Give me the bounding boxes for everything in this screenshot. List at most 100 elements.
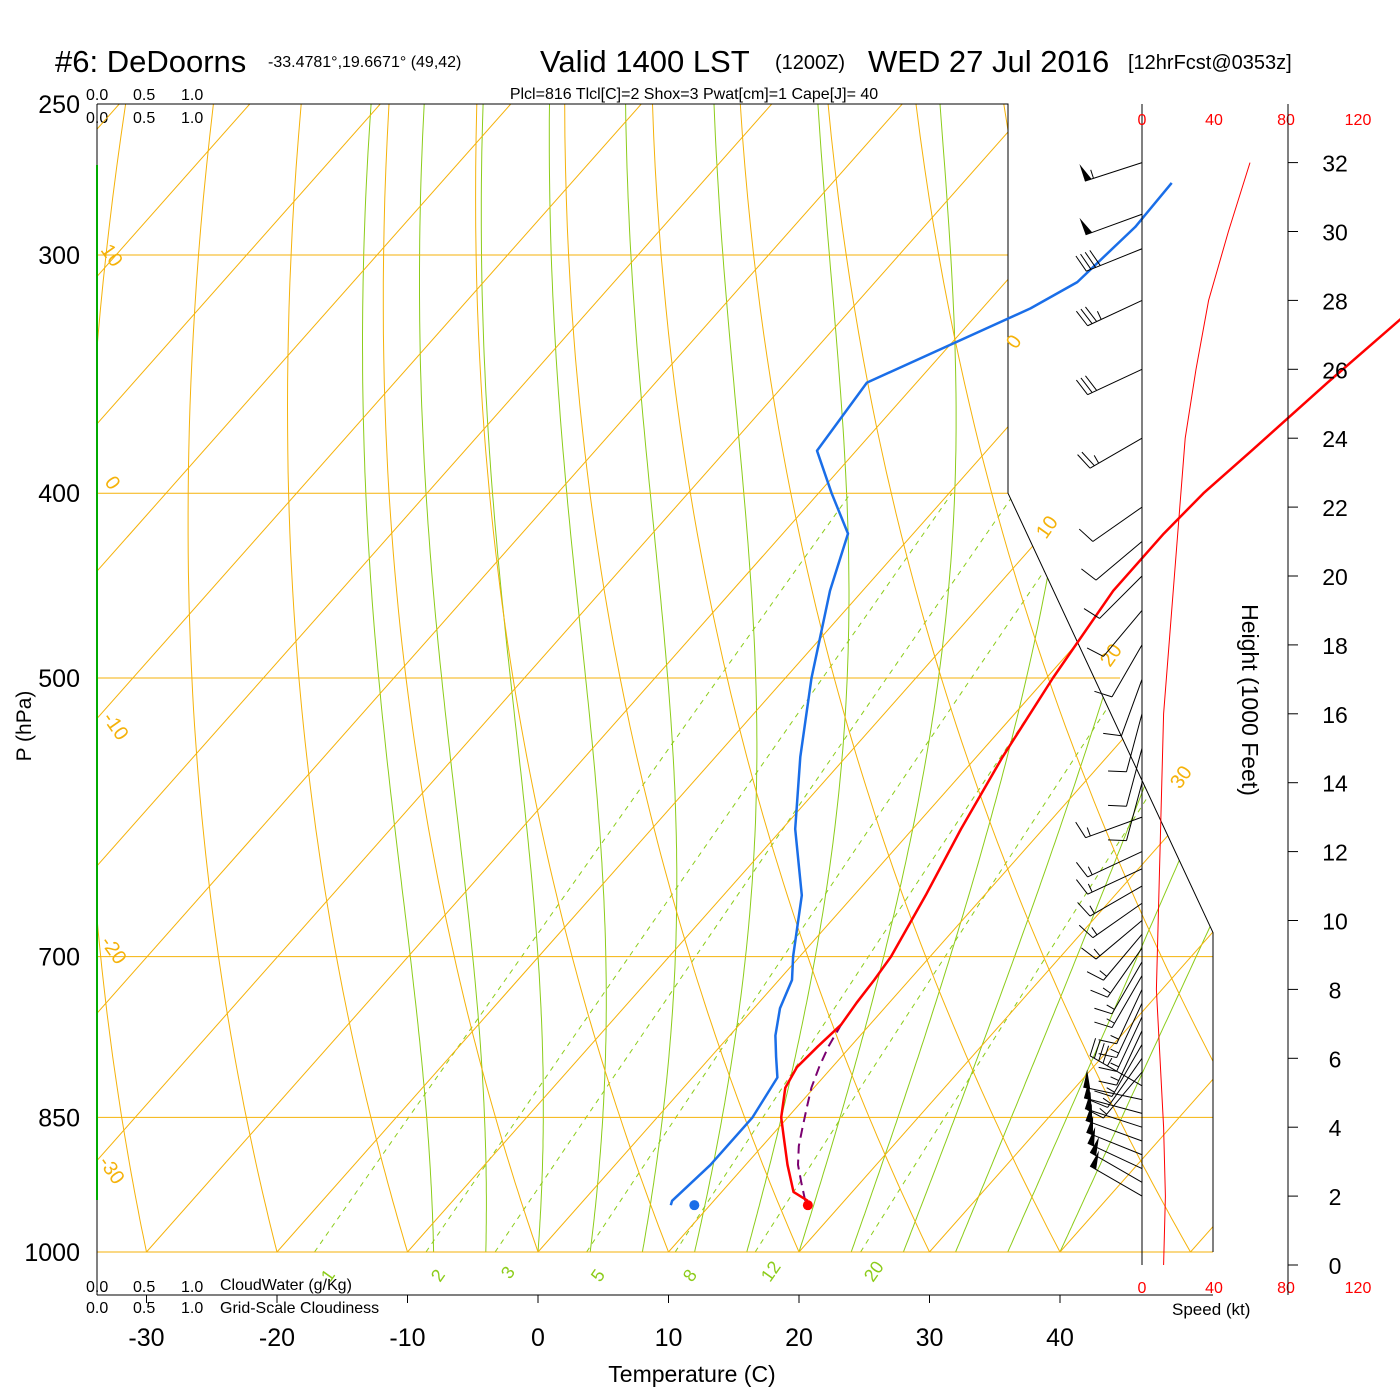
wind-barb-staff [1087, 368, 1143, 396]
cloud-scale-bottom: 0.0 0.5 1.0 CloudWater (g/Kg) 0.0 0.5 1.… [86, 1277, 379, 1317]
wind-barb [1108, 782, 1143, 842]
wind-barb [1103, 679, 1143, 737]
pressure-axis: 250 300 400 500 700 850 1000 [24, 91, 80, 1267]
wind-barb-feather [1085, 306, 1098, 322]
wind-barb [1077, 437, 1143, 469]
isotherm [97, 104, 312, 1252]
mixing-ratio-line [425, 492, 953, 1252]
isotherm [97, 104, 703, 1252]
cloudiness-scale-2: 1.0 [181, 110, 203, 127]
wind-barb-feather [1098, 1066, 1117, 1072]
stability-indices: Plcl=816 Tlcl[C]=2 Shox=3 Pwat[cm]=1 Cap… [510, 86, 878, 103]
plot-frame-right [97, 103, 1214, 1252]
pressure-tick-label: 700 [38, 944, 80, 972]
wind-barb-staff [1083, 1097, 1143, 1114]
wind-barb-staff [1116, 1030, 1143, 1086]
isotherm [407, 104, 1213, 1252]
cloudiness-scale-1: 0.5 [133, 110, 155, 127]
wind-barb-half-feather [1093, 455, 1100, 464]
wind-barb-half-feather [1102, 987, 1111, 994]
wind-barb [1094, 961, 1143, 1015]
wind-barb-staff [1085, 816, 1143, 839]
plot-frame [96, 103, 1214, 1296]
wind-barb-staff [1086, 1131, 1143, 1156]
wind-barb-staff [1116, 1002, 1143, 1058]
title-station: #6: DeDoorns [55, 44, 246, 79]
wind-barb [1086, 933, 1143, 981]
wind-barb-feather [1080, 308, 1093, 324]
wind-barb-feather [1083, 608, 1100, 619]
wind-barb [1098, 989, 1143, 1045]
cloudwater-scale-2: 1.0 [181, 87, 203, 104]
wind-barb [1108, 713, 1143, 773]
isotherm [1190, 104, 1213, 1252]
speed-tick-label-bottom: 120 [1345, 1280, 1372, 1297]
wind-barb-feather [1098, 1053, 1117, 1059]
wind-barb-half-feather [1102, 1097, 1111, 1104]
wind-barb-staff [1092, 902, 1143, 939]
dry-adiabat [1171, 104, 1213, 1252]
cloudwater-scale-bottom-2: 1.0 [181, 1279, 203, 1296]
dry-adiabat [998, 104, 1213, 1252]
wind-barb-feather [1086, 647, 1104, 657]
wind-barb-feather [1077, 902, 1091, 917]
isotherm [97, 104, 573, 1252]
wind-barb-feather [1103, 732, 1122, 737]
wind-barb-feather [1089, 250, 1101, 266]
wind-barb-staff [1107, 947, 1143, 998]
height-tick-label: 20 [1322, 564, 1348, 590]
wind-barb-pennant [1083, 1069, 1091, 1089]
wind-barb-feather [1075, 379, 1089, 395]
wind-barb-feather [1093, 1040, 1101, 1059]
title-forecast: [12hrFcst@0353z] [1128, 52, 1292, 74]
wind-barb-pennant [1079, 217, 1093, 235]
wind-barb-staff [1095, 920, 1143, 960]
wind-barb-feather [1078, 924, 1094, 939]
dry-adiabat-label: 0 [1002, 331, 1026, 353]
wind-barb [1079, 162, 1143, 182]
wind-barb-staff [1103, 610, 1143, 657]
wind-barb-feather [1081, 568, 1097, 581]
cloudiness-label: Grid-Scale Cloudiness [220, 1300, 379, 1317]
title-date: WED 27 Jul 2016 [868, 44, 1109, 79]
wind-barb-feather [1086, 971, 1104, 981]
wind-barb-staff [1111, 961, 1143, 1015]
temperature-tick-label: -30 [128, 1324, 164, 1352]
wind-barb-feather [1094, 690, 1113, 698]
wind-barb-feather [1084, 251, 1097, 268]
mixing-ratio-line [860, 492, 1213, 1252]
wind-barb-staff [1095, 541, 1143, 581]
wind-barb-staff [1103, 933, 1143, 981]
wind-barb-pennant [1090, 1150, 1099, 1170]
height-tick-label: 32 [1322, 151, 1348, 177]
height-tick-label: 22 [1322, 495, 1348, 521]
height-tick-label: 0 [1329, 1253, 1342, 1279]
wind-barb [1090, 1058, 1143, 1108]
wind-barb-feather [1075, 821, 1087, 838]
dry-adiabat [382, 104, 553, 1252]
wind-barb-staff [1085, 213, 1143, 236]
wind-barb [1081, 920, 1143, 960]
speed-tick-label-bottom: 0 [1138, 1280, 1147, 1297]
temperature-tick-label: 30 [916, 1324, 944, 1352]
temperature-curve [779, 317, 1400, 1202]
wind-barb-staff [1099, 575, 1143, 619]
wind-barb-half-feather [1106, 1087, 1115, 1093]
wind-barb-feather [1108, 839, 1127, 842]
mixing-ratio-label: 12 [757, 1257, 785, 1285]
dry-adiabat-label: 0 [100, 472, 124, 494]
mixing-ratio-label: 5 [587, 1266, 609, 1286]
isotherm [929, 104, 1213, 1252]
wind-barb-feather [1102, 1045, 1110, 1064]
surface-dewpoint-dot [689, 1200, 700, 1211]
wind-barb-staff [1087, 1142, 1143, 1169]
wind-barb-staff [1089, 1151, 1143, 1183]
parcel-curve [797, 1002, 858, 1202]
wind-barb-feather [1094, 1007, 1113, 1015]
temperature-tick-label: -20 [259, 1324, 295, 1352]
moist-adiabat [480, 104, 544, 1252]
wind-barb-half-feather [1106, 1004, 1115, 1010]
wind-barb-half-feather [1090, 169, 1094, 179]
height-tick-label: 18 [1322, 633, 1348, 659]
